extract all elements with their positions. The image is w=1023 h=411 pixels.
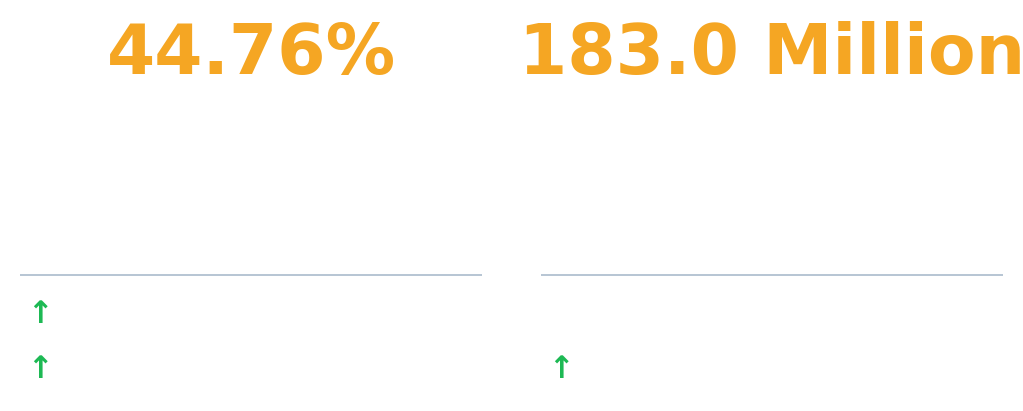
- Text: ↑: ↑: [548, 356, 574, 384]
- FancyBboxPatch shape: [541, 304, 576, 325]
- Text: ↑: ↑: [28, 300, 53, 329]
- Text: 5.8%  since last week: 5.8% since last week: [81, 301, 400, 328]
- Text: ↑: ↑: [28, 356, 53, 384]
- Text: of the U.S. and 53.42% of
the lower 48 states are in
drought this week.: of the U.S. and 53.42% of the lower 48 s…: [70, 156, 433, 247]
- Text: 44.76%: 44.76%: [106, 21, 396, 88]
- Text: 183.0 Million: 183.0 Million: [519, 21, 1023, 88]
- Text: 7.3%  since last month: 7.3% since last month: [602, 357, 939, 383]
- Text: acres of crops in U.S. are
experiencing drought
conditions this week.: acres of crops in U.S. are experiencing …: [594, 156, 949, 247]
- Text: 11.9%  since last month: 11.9% since last month: [81, 357, 437, 383]
- Text: 0.0%  since last week: 0.0% since last week: [602, 301, 921, 328]
